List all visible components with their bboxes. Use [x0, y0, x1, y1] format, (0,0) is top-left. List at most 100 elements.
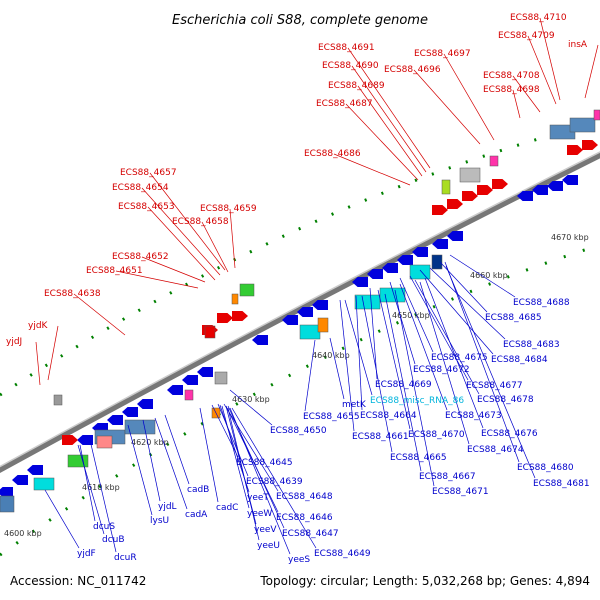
- label-connector: [201, 221, 229, 273]
- label-connector: [142, 419, 161, 502]
- gene-label: ECS88_4673: [445, 411, 502, 421]
- gene-block: [184, 389, 194, 401]
- gene-block: [96, 435, 113, 449]
- gene-label: yeeV: [254, 525, 277, 535]
- label-connector: [141, 187, 221, 276]
- gene-label: ECS88_4655: [303, 412, 360, 422]
- label-connector: [429, 267, 506, 340]
- gene-label: ECS88_4670: [408, 430, 465, 440]
- label-connector: [512, 89, 521, 119]
- label-connector: [527, 35, 557, 105]
- gene-label: ECS88_4709: [498, 31, 555, 41]
- label-connector: [147, 206, 216, 281]
- gene-label: yeeT: [247, 493, 269, 503]
- label-connector: [345, 103, 419, 181]
- label-connector: [141, 256, 206, 283]
- gene-label: insA: [568, 40, 588, 50]
- gene-label: yjdL: [158, 502, 177, 512]
- label-connector: [79, 444, 96, 522]
- gene-block: [204, 325, 216, 339]
- gene-label: ECS88_4676: [481, 429, 538, 439]
- label-connector: [389, 281, 416, 365]
- label-connector: [413, 69, 481, 145]
- gene-label: ECS88_4672: [413, 365, 470, 375]
- gene-block: [124, 419, 156, 435]
- scale-label: 4640 kbp: [312, 351, 350, 360]
- gene-label: ECS88_4654: [112, 183, 169, 193]
- gene-label: ECS88_4684: [491, 355, 548, 365]
- backbone-highlight: [0, 151, 600, 468]
- forward-gene-arrow: [217, 313, 233, 323]
- reverse-gene-arrow: [517, 191, 533, 201]
- reverse-gene-arrow: [167, 385, 183, 395]
- gene-label: yeeW: [247, 509, 272, 519]
- gene-label: ECS88_4653: [118, 202, 175, 212]
- label-connector: [77, 444, 105, 535]
- gene-label: ECS88_4669: [375, 380, 432, 390]
- gene-label: ECS88_4667: [419, 472, 476, 482]
- reverse-gene-arrow: [352, 277, 368, 287]
- gene-label: ECS88_4680: [517, 463, 574, 473]
- gene-block: [593, 109, 600, 121]
- reverse-gene-arrow: [122, 407, 138, 417]
- forward-gene-arrow: [492, 179, 508, 189]
- label-connector: [221, 405, 250, 509]
- gene-label: ECS88_4691: [318, 43, 375, 53]
- gene-label: ECS88_4659: [200, 204, 257, 214]
- scale-label: 4630 kbp: [232, 395, 270, 404]
- gene-block: [53, 394, 63, 406]
- label-connector: [229, 208, 236, 269]
- label-connector: [154, 417, 188, 510]
- gene-label: ECS88_4658: [172, 217, 229, 227]
- gene-label: metK: [342, 400, 367, 410]
- gene-label: ECS88_4665: [390, 453, 447, 463]
- gene-block: [33, 477, 55, 491]
- label-connector: [419, 269, 494, 355]
- gene-block: [441, 179, 451, 195]
- label-connector: [229, 407, 291, 555]
- gene-label: ECS88_4645: [236, 458, 293, 468]
- gene-label: ECS88_4678: [477, 395, 534, 405]
- gene-label: ECS88_4686: [304, 149, 361, 159]
- tick-marks: [0, 120, 600, 557]
- reverse-gene-arrow: [197, 367, 213, 377]
- scale-label: 4620 kbp: [131, 438, 169, 447]
- reverse-gene-arrow: [397, 255, 413, 265]
- gene-label: ECS88_4652: [112, 252, 169, 262]
- label-connector: [164, 414, 190, 485]
- gene-label: ECS88_4646: [276, 513, 333, 523]
- gene-label: ECS88_4639: [246, 477, 303, 487]
- gene-label: ECS88_4661: [352, 432, 409, 442]
- gene-block: [299, 324, 321, 340]
- reverse-gene-arrow: [12, 475, 28, 485]
- gene-label: yjdF: [77, 549, 96, 559]
- label-connector: [47, 325, 59, 381]
- label-connector: [149, 172, 226, 271]
- gene-block: [0, 495, 15, 513]
- forward-gene-arrow: [232, 311, 248, 321]
- gene-label: cadC: [216, 503, 238, 513]
- gene-label: ECS88_4657: [120, 168, 177, 178]
- forward-gene-arrow: [432, 205, 448, 215]
- label-connector: [414, 279, 480, 395]
- label-connector: [424, 277, 484, 429]
- label-connector: [217, 403, 249, 477]
- label-connector: [231, 407, 317, 549]
- forward-gene-arrow: [462, 191, 478, 201]
- map-title: Escherichia coli S88, complete genome: [172, 13, 428, 28]
- label-connector: [394, 289, 435, 487]
- gene-label: ECS88_4681: [533, 479, 590, 489]
- reverse-gene-arrow: [382, 263, 398, 273]
- reverse-gene-arrow: [0, 487, 13, 497]
- label-connector: [44, 489, 80, 549]
- reverse-gene-arrow: [27, 465, 43, 475]
- tick-row: [0, 120, 600, 397]
- label-connector: [225, 405, 257, 525]
- gene-block: [231, 293, 239, 305]
- label-connector: [399, 283, 448, 411]
- forward-gene-arrow: [447, 199, 463, 209]
- label-connector: [127, 424, 153, 516]
- label-connector: [439, 261, 488, 313]
